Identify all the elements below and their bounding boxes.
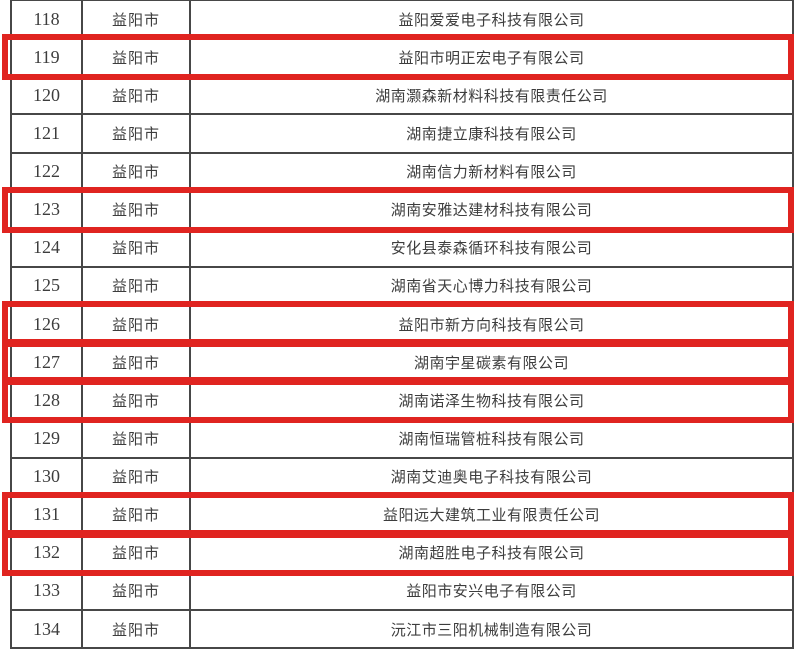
row-number-cell: 119 <box>12 39 83 76</box>
city-cell: 益阳市 <box>83 191 191 228</box>
row-number-cell: 122 <box>12 153 83 190</box>
row-number-cell: 130 <box>12 458 83 495</box>
company-name-cell: 湖南捷立康科技有限公司 <box>406 124 577 143</box>
row-number-cell: 124 <box>12 229 83 266</box>
city-cell: 益阳市 <box>83 496 191 533</box>
table-row: 125 益阳市 湖南省天心博力科技有限公司 <box>12 265 792 304</box>
table-row: 122 益阳市 湖南信力新材料有限公司 <box>12 151 792 190</box>
row-number-cell: 123 <box>12 191 83 228</box>
city-cell: 益阳市 <box>83 229 191 266</box>
table-row: 132 益阳市 湖南超胜电子科技有限公司 <box>2 529 794 576</box>
table-row: 124 益阳市 安化县泰森循环科技有限公司 <box>12 227 792 266</box>
row-number-cell: 132 <box>12 534 83 571</box>
city-cell: 益阳市 <box>83 420 191 457</box>
table-row: 118 益阳市 益阳爱爱电子科技有限公司 <box>12 1 792 38</box>
row-number-cell: 120 <box>12 77 83 114</box>
company-name-cell: 湖南恒瑞管桩科技有限公司 <box>398 429 585 448</box>
table-row: 121 益阳市 湖南捷立康科技有限公司 <box>12 113 792 152</box>
company-name-cell: 湖南艾迪奥电子科技有限公司 <box>390 468 593 487</box>
company-name-cell: 湖南信力新材料有限公司 <box>406 163 577 182</box>
table-row: 126 益阳市 益阳市新方向科技有限公司 <box>2 301 794 348</box>
company-name-cell: 益阳远大建筑工业有限责任公司 <box>382 506 600 525</box>
city-cell: 益阳市 <box>83 534 191 571</box>
row-number-cell: 121 <box>12 115 83 152</box>
city-cell: 益阳市 <box>83 267 191 304</box>
row-number-cell: 128 <box>12 382 83 419</box>
company-name-cell: 湖南灏森新材料科技有限责任公司 <box>375 86 608 105</box>
company-name-cell: 湖南诺泽生物科技有限公司 <box>398 391 585 410</box>
table-row: 134 益阳市 沅江市三阳机械制造有限公司 <box>12 609 792 648</box>
city-cell: 益阳市 <box>83 382 191 419</box>
row-number-cell: 131 <box>12 496 83 533</box>
row-number-cell: 129 <box>12 420 83 457</box>
company-name-cell: 益阳市新方向科技有限公司 <box>398 315 585 334</box>
row-number-cell: 118 <box>12 1 83 38</box>
city-cell: 益阳市 <box>83 306 191 343</box>
company-name-cell: 湖南安雅达建材科技有限公司 <box>390 201 593 220</box>
table-row: 128 益阳市 湖南诺泽生物科技有限公司 <box>2 377 794 424</box>
city-cell: 益阳市 <box>83 1 191 38</box>
table-row: 133 益阳市 益阳市安兴电子有限公司 <box>12 570 792 609</box>
table-row: 131 益阳市 益阳远大建筑工业有限责任公司 <box>2 491 794 538</box>
table-row: 123 益阳市 湖南安雅达建材科技有限公司 <box>2 186 794 233</box>
row-number-cell: 125 <box>12 267 83 304</box>
company-name-cell: 湖南超胜电子科技有限公司 <box>398 544 585 563</box>
table-row: 120 益阳市 湖南灏森新材料科技有限责任公司 <box>12 75 792 114</box>
company-name-cell: 益阳爱爱电子科技有限公司 <box>398 10 585 29</box>
company-name-cell: 益阳市明正宏电子有限公司 <box>398 48 585 67</box>
city-cell: 益阳市 <box>83 115 191 152</box>
row-number-cell: 127 <box>12 344 83 381</box>
company-name-cell: 安化县泰森循环科技有限公司 <box>390 239 593 258</box>
table-row: 127 益阳市 湖南宇星碳素有限公司 <box>2 339 794 386</box>
company-name-cell: 湖南宇星碳素有限公司 <box>413 353 569 372</box>
city-cell: 益阳市 <box>83 458 191 495</box>
table-row: 129 益阳市 湖南恒瑞管桩科技有限公司 <box>12 418 792 457</box>
company-name-cell: 湖南省天心博力科技有限公司 <box>390 277 593 296</box>
row-number-cell: 134 <box>12 611 83 648</box>
row-number-cell: 126 <box>12 306 83 343</box>
row-number-cell: 133 <box>12 572 83 609</box>
company-name-cell: 沅江市三阳机械制造有限公司 <box>390 620 593 639</box>
city-cell: 益阳市 <box>83 344 191 381</box>
company-name-cell: 益阳市安兴电子有限公司 <box>406 582 577 601</box>
table-row: 119 益阳市 益阳市明正宏电子有限公司 <box>2 34 794 81</box>
city-cell: 益阳市 <box>83 39 191 76</box>
city-cell: 益阳市 <box>83 77 191 114</box>
table-row: 130 益阳市 湖南艾迪奥电子科技有限公司 <box>12 456 792 495</box>
city-cell: 益阳市 <box>83 153 191 190</box>
city-cell: 益阳市 <box>83 611 191 648</box>
city-cell: 益阳市 <box>83 572 191 609</box>
